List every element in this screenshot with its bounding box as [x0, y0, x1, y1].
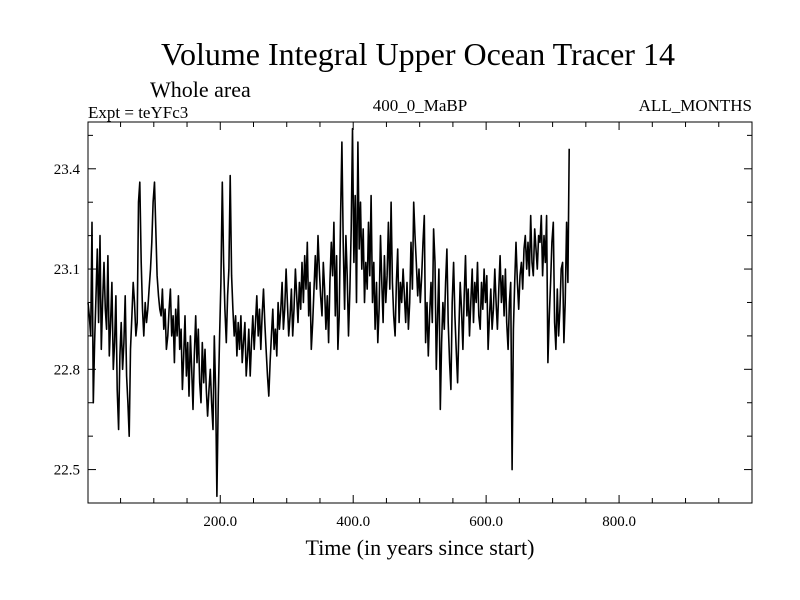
y-tick-label: 23.1 [54, 262, 80, 278]
x-axis-label: Time (in years since start) [306, 535, 535, 560]
x-tick-label: 400.0 [336, 514, 370, 530]
chart-subtitle: Whole area [150, 77, 251, 102]
y-tick-label: 22.5 [54, 463, 80, 479]
annotation-period: 400_0_MaBP [373, 96, 467, 115]
y-tick-label: 23.4 [54, 162, 81, 178]
axis-tick-labels: 200.0 400.0 600.0 800.0 22.5 22.8 23.1 23.4 [54, 162, 636, 530]
axis-ticks [88, 122, 752, 504]
annotation-months: ALL_MONTHS [639, 96, 752, 115]
x-tick-label: 600.0 [469, 514, 503, 530]
annotation-expt: Expt = teYFc3 [88, 103, 188, 122]
y-tick-label: 22.8 [54, 362, 80, 378]
chart-title: Volume Integral Upper Ocean Tracer 14 [161, 36, 675, 72]
series-line-tracer-14 [87, 127, 570, 498]
x-tick-label: 200.0 [203, 514, 237, 530]
plot-frame [87, 121, 753, 504]
x-tick-label: 800.0 [602, 514, 636, 530]
